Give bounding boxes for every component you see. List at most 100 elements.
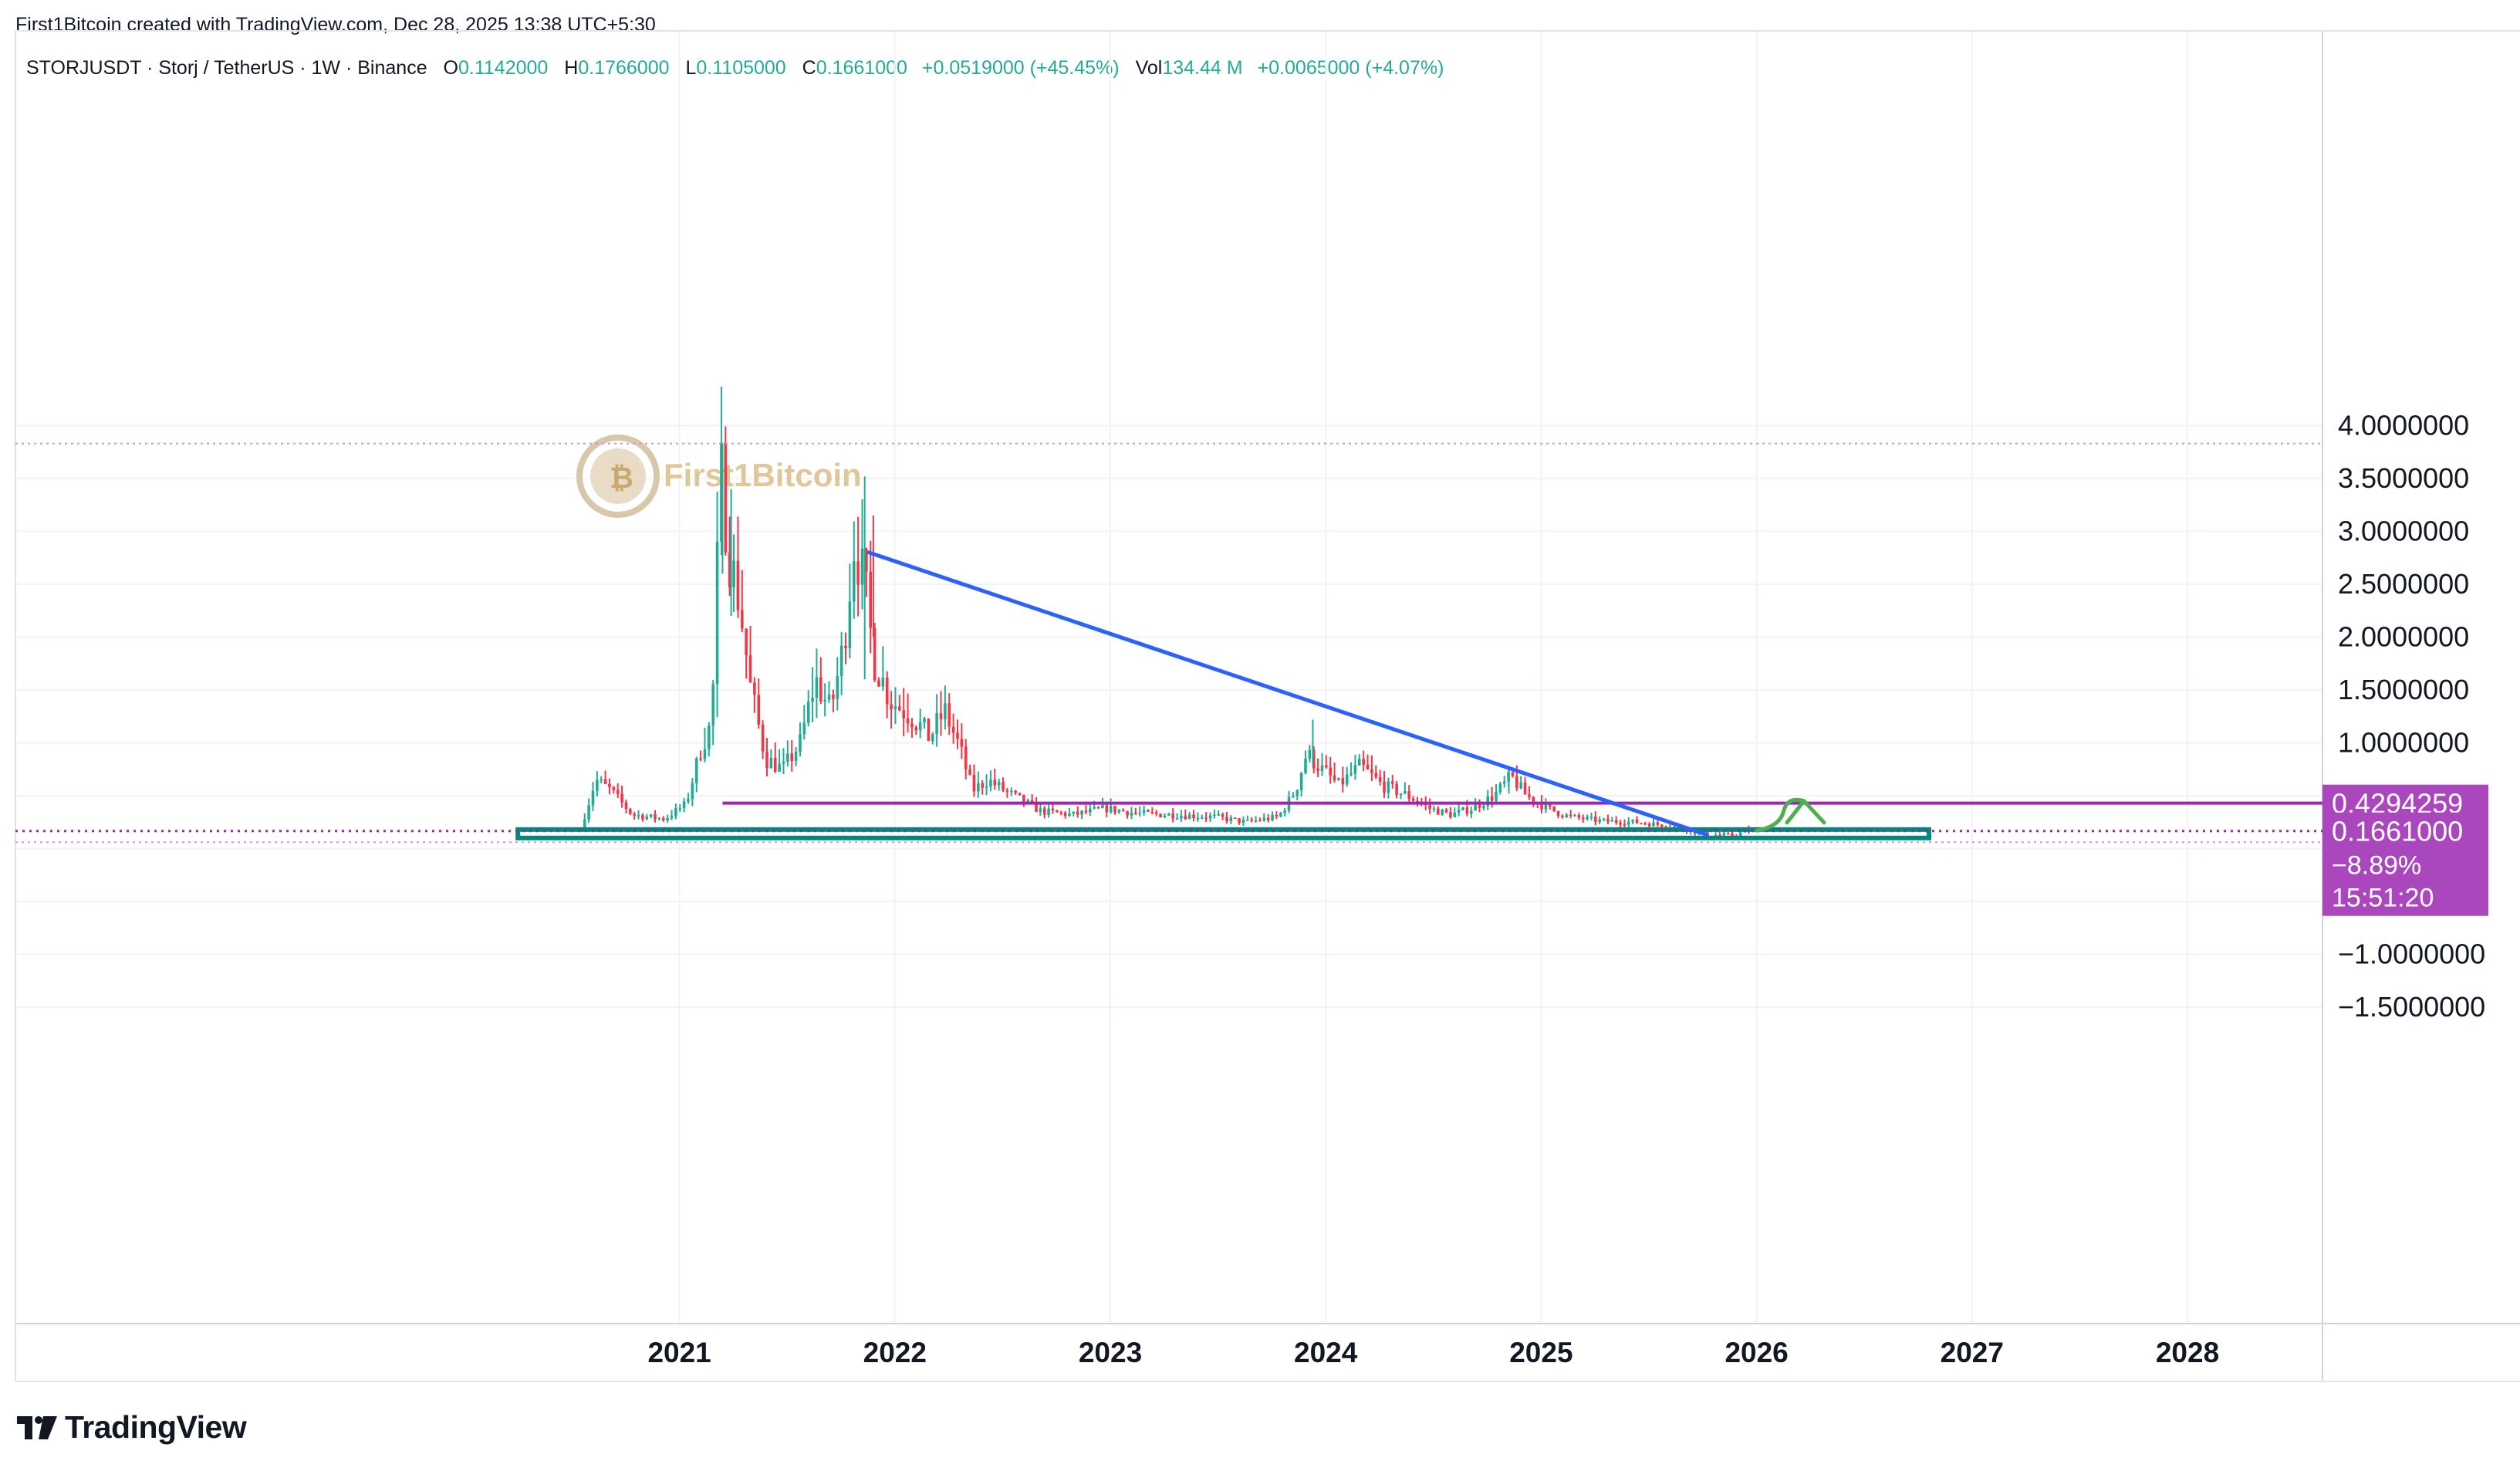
candle-body	[1262, 817, 1266, 821]
candle-body	[902, 710, 905, 719]
x-tick-label: 2021	[647, 1337, 711, 1368]
candle-body	[1208, 815, 1212, 819]
candle-body	[1478, 804, 1481, 808]
candle-body	[1333, 775, 1336, 780]
candle-body	[1059, 812, 1063, 814]
candle-body	[761, 724, 765, 752]
y-tick-label: −1.5000000	[2338, 991, 2485, 1023]
x-tick-label: 2023	[1079, 1337, 1142, 1368]
watermark-logo: ₿ First1Bitcoin	[576, 435, 862, 518]
candle-body	[1602, 818, 1606, 820]
y-tick-label: −1.0000000	[2338, 938, 2485, 970]
candle-body	[823, 699, 826, 702]
candle-body	[1469, 810, 1473, 814]
candle-body	[1121, 810, 1125, 812]
candle-body	[1096, 807, 1100, 809]
candle-body	[898, 706, 901, 711]
current-change-label: −8.89%	[2332, 851, 2421, 881]
candle-body	[1614, 820, 1618, 823]
candle-body	[1014, 790, 1017, 793]
candle-body	[927, 718, 931, 742]
candle-body	[1350, 773, 1353, 776]
y-axis: 4.0000000 3.5000000 3.0000000 2.5000000 2.00…	[2338, 410, 2485, 1023]
candle-body	[1652, 822, 1655, 827]
candle-body	[914, 727, 918, 731]
candle-body	[819, 677, 823, 702]
candle-body	[1005, 790, 1009, 792]
candle-body	[1213, 814, 1216, 817]
candle-body	[1631, 820, 1634, 822]
candle-body	[1109, 806, 1113, 813]
x-tick-label: 2025	[1509, 1337, 1572, 1368]
candle-body	[654, 814, 657, 819]
candle-body	[1606, 818, 1610, 822]
candle-body	[1515, 776, 1518, 789]
candle-body	[674, 808, 677, 817]
candle-body	[1292, 796, 1295, 798]
candle-body	[852, 561, 856, 602]
candle-body	[1175, 818, 1179, 820]
candle-body	[935, 713, 938, 735]
candle-body	[968, 769, 971, 775]
candle-body	[1428, 805, 1431, 810]
candle-body	[1142, 810, 1146, 813]
candle-body	[890, 704, 893, 709]
candle-body	[1461, 807, 1464, 810]
candle-body	[1395, 783, 1398, 796]
x-tick-label: 2026	[1724, 1337, 1788, 1368]
support-zone-box	[515, 827, 1931, 840]
candle-body	[1076, 811, 1079, 815]
watermark-coin-icon	[590, 448, 646, 504]
candle-body	[1623, 824, 1627, 826]
candle-body	[1241, 820, 1245, 823]
candle-body	[657, 818, 661, 820]
candle-body	[1320, 765, 1324, 771]
candle-body	[869, 571, 873, 628]
candle-body	[1325, 765, 1328, 768]
candle-body	[1295, 790, 1299, 796]
candle-body	[736, 560, 740, 610]
candle-body	[811, 698, 814, 702]
candle-body	[603, 779, 607, 784]
candle-body	[757, 695, 761, 725]
x-tick-label: 2024	[1294, 1337, 1358, 1368]
candle-body	[1619, 823, 1622, 825]
candle-body	[1337, 778, 1340, 780]
candle-body	[956, 732, 959, 739]
watermark-coin-glyph: ₿	[610, 462, 633, 495]
candle-body	[1378, 776, 1382, 782]
candle-body	[629, 809, 632, 814]
candle-body	[881, 677, 885, 687]
candle-body	[997, 782, 1001, 786]
candle-body	[910, 723, 914, 728]
candle-body	[1589, 817, 1593, 818]
low-label: L	[685, 57, 697, 79]
x-axis: 2021 2022 2023 2024 2025 2026 2027 2028	[647, 1337, 2219, 1368]
candle-body	[1221, 814, 1225, 817]
candle-body	[1154, 812, 1158, 814]
candle-body	[1018, 793, 1022, 795]
candle-body	[1275, 814, 1279, 817]
candle-body	[1035, 802, 1038, 813]
candle-body	[839, 645, 843, 677]
drawings	[15, 442, 2322, 844]
symbol-legend: STORJUSDT · Storj / TetherUS · 1W · Bina…	[26, 57, 1444, 79]
high-label: H	[564, 57, 579, 79]
candle-body	[1312, 749, 1316, 769]
candle-body	[600, 779, 603, 781]
candle-body	[1353, 765, 1357, 774]
bullish-arrow	[1755, 797, 1806, 833]
candle-body	[865, 548, 868, 572]
y-tick-label: 1.0000000	[2338, 727, 2469, 759]
candle-body	[1457, 810, 1461, 813]
candle-body	[1329, 767, 1333, 776]
y-tick-label: 2.5000000	[2338, 568, 2469, 600]
candle-body	[1511, 772, 1515, 776]
candle-body	[1399, 793, 1403, 796]
candle-body	[1540, 803, 1543, 810]
candle-body	[1030, 800, 1034, 803]
candle-body	[1101, 805, 1104, 809]
candle-body	[794, 751, 798, 761]
tradingview-logo[interactable]: TradingView	[17, 1409, 247, 1446]
